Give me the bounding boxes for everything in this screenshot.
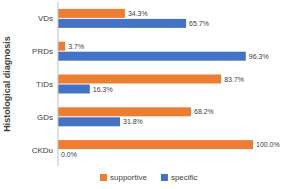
data-label: 68.2% — [194, 108, 214, 115]
y-axis-title: Histological diagnosis — [2, 36, 12, 132]
data-label: 0.0% — [61, 151, 77, 158]
bar — [58, 117, 120, 126]
data-label: 31.8% — [123, 118, 143, 125]
legend-swatch — [100, 174, 107, 181]
data-label: 100.0% — [256, 141, 280, 148]
data-label: 96.3% — [249, 53, 269, 60]
legend: supportive specific — [100, 173, 198, 182]
data-label: 3.7% — [68, 43, 84, 50]
category-label: GDs — [37, 113, 53, 122]
data-label: 65.7% — [189, 20, 209, 27]
legend-swatch — [161, 174, 168, 181]
bar — [58, 9, 125, 18]
bar — [58, 52, 246, 61]
data-label: 83.7% — [224, 76, 244, 83]
category-label: PRDs — [32, 47, 53, 56]
y-axis-line — [58, 2, 59, 166]
bar — [58, 140, 253, 149]
legend-label: supportive — [110, 173, 147, 182]
bar — [58, 19, 186, 28]
legend-label: specific — [171, 173, 198, 182]
bars — [58, 9, 253, 149]
category-label: VDs — [38, 14, 53, 23]
bar — [58, 75, 221, 84]
category-label: TIDs — [36, 80, 53, 89]
chart-svg: Histological diagnosis 34.3% 65.7% 3.7% 96.3… — [0, 0, 300, 189]
data-label: 34.3% — [128, 10, 148, 17]
bar — [58, 42, 65, 51]
data-labels: 34.3% 65.7% 3.7% 96.3% 83.7% 16.3% 68.2% 31.8% 1… — [61, 10, 280, 158]
data-label: 16.3% — [93, 86, 113, 93]
chart-container: Histological diagnosis 34.3% 65.7% 3.7% 96.3… — [0, 0, 300, 189]
bar — [58, 107, 191, 116]
bar — [58, 85, 90, 94]
category-label: CKDu — [32, 146, 53, 155]
